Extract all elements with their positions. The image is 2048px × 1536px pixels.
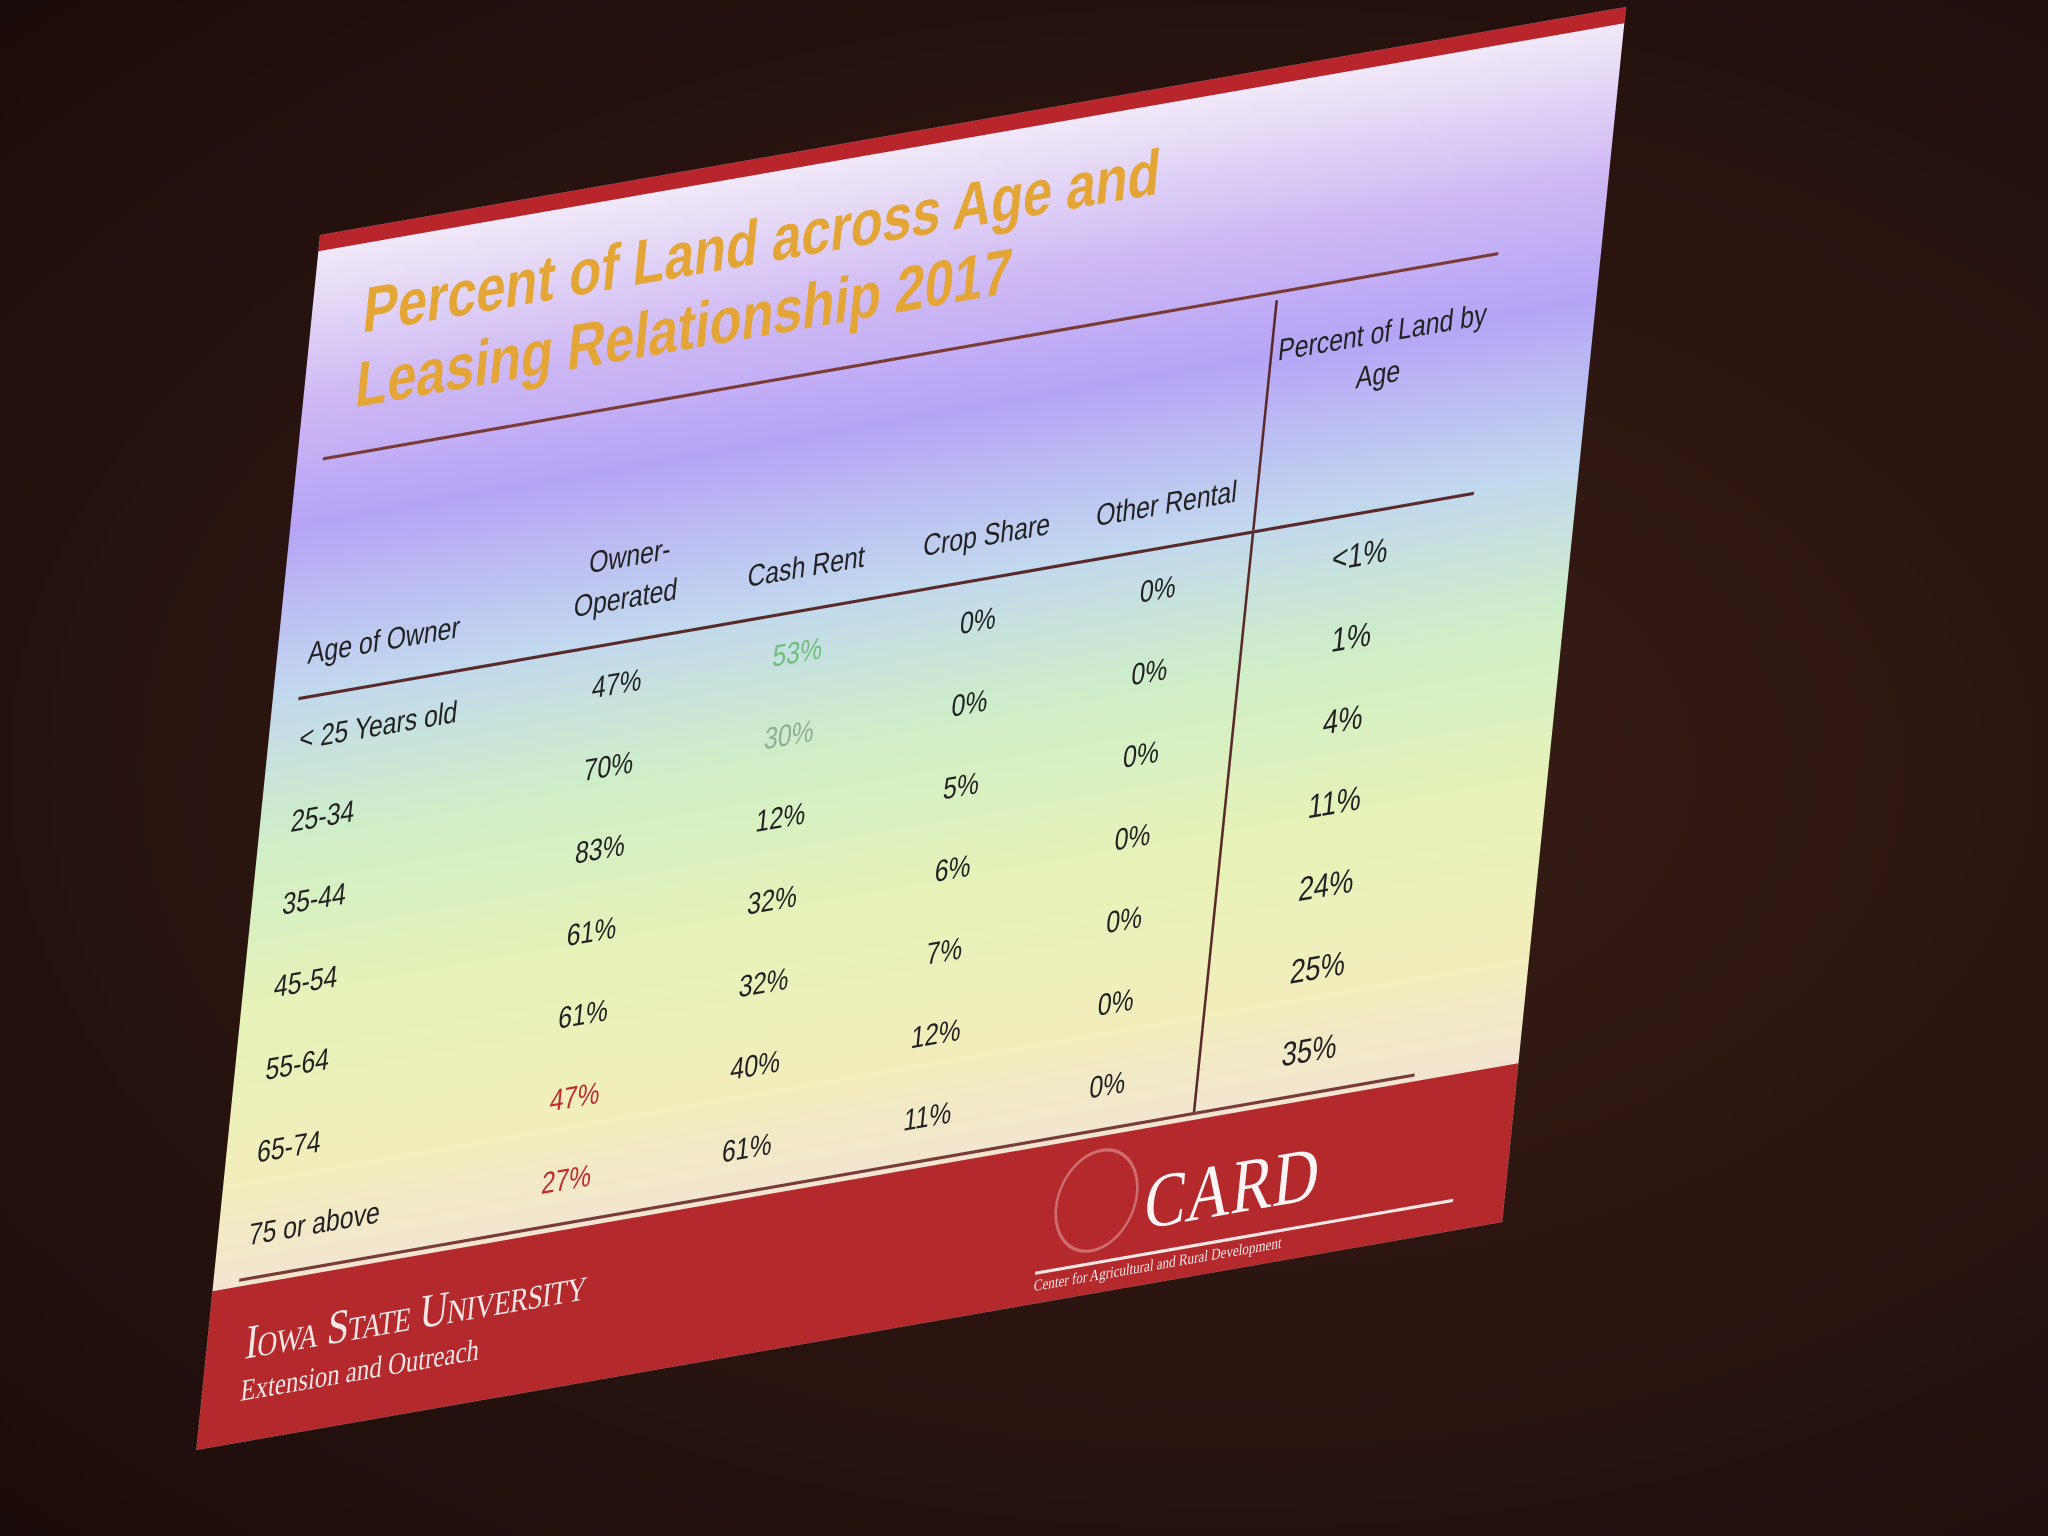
column-header: Percent of Land by Age: [1253, 261, 1498, 532]
column-header: Other Rental: [1072, 300, 1277, 564]
column-header: Crop Share: [892, 331, 1097, 595]
slide: Percent of Land across Age and Leasing R…: [196, 7, 1626, 1450]
logo-globe: [1049, 1141, 1144, 1260]
column-header: Age of Owner: [298, 426, 555, 699]
column-header: Owner-Operated: [530, 394, 736, 659]
column-header: Cash Rent: [711, 363, 916, 627]
